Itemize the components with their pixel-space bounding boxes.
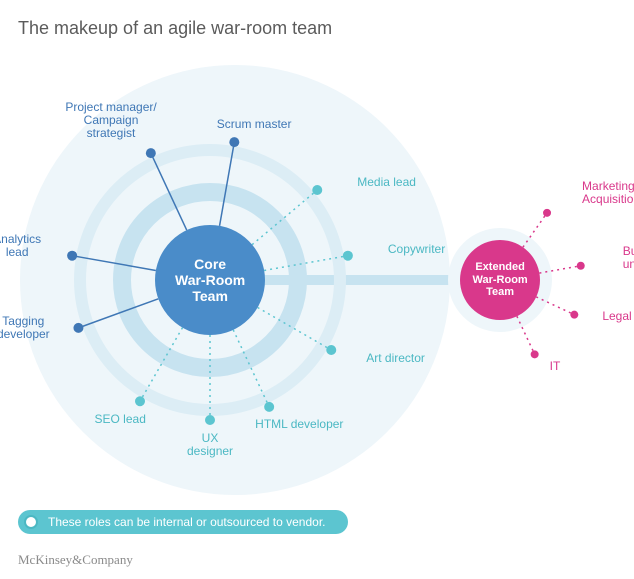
spoke-label: Project manager/ Campaign strategist <box>65 101 156 141</box>
spoke-label: Tagging developer <box>0 315 50 341</box>
page-title: The makeup of an agile war-room team <box>18 18 332 39</box>
spoke-label: UX designer <box>187 432 233 458</box>
core-hub-label: Core War-Room Team <box>175 256 245 304</box>
legend-pill: These roles can be internal or outsource… <box>18 510 348 534</box>
spoke-label: SEO lead <box>95 413 146 426</box>
spoke-label: Copywriter <box>388 243 445 256</box>
spoke-label: HTML developer <box>255 418 343 431</box>
spoke-label: IT <box>550 360 561 373</box>
legend-dot-icon <box>24 515 38 529</box>
attribution-text: McKinsey&Company <box>18 552 133 568</box>
spoke-label: Analytics lead <box>0 233 41 259</box>
spoke-label: Media lead <box>357 176 416 189</box>
spoke-label: Marketing/ Acquisition lead <box>582 180 634 206</box>
spoke-label: Art director <box>366 352 425 365</box>
spoke-label: Scrum master <box>217 118 292 131</box>
legend-text: These roles can be internal or outsource… <box>48 515 326 529</box>
spoke-label: Legal <box>602 310 631 323</box>
extended-hub-label: Extended War-Room Team <box>473 261 528 299</box>
diagram-svg <box>0 0 634 579</box>
spoke-label: Business unit owner <box>623 245 634 271</box>
